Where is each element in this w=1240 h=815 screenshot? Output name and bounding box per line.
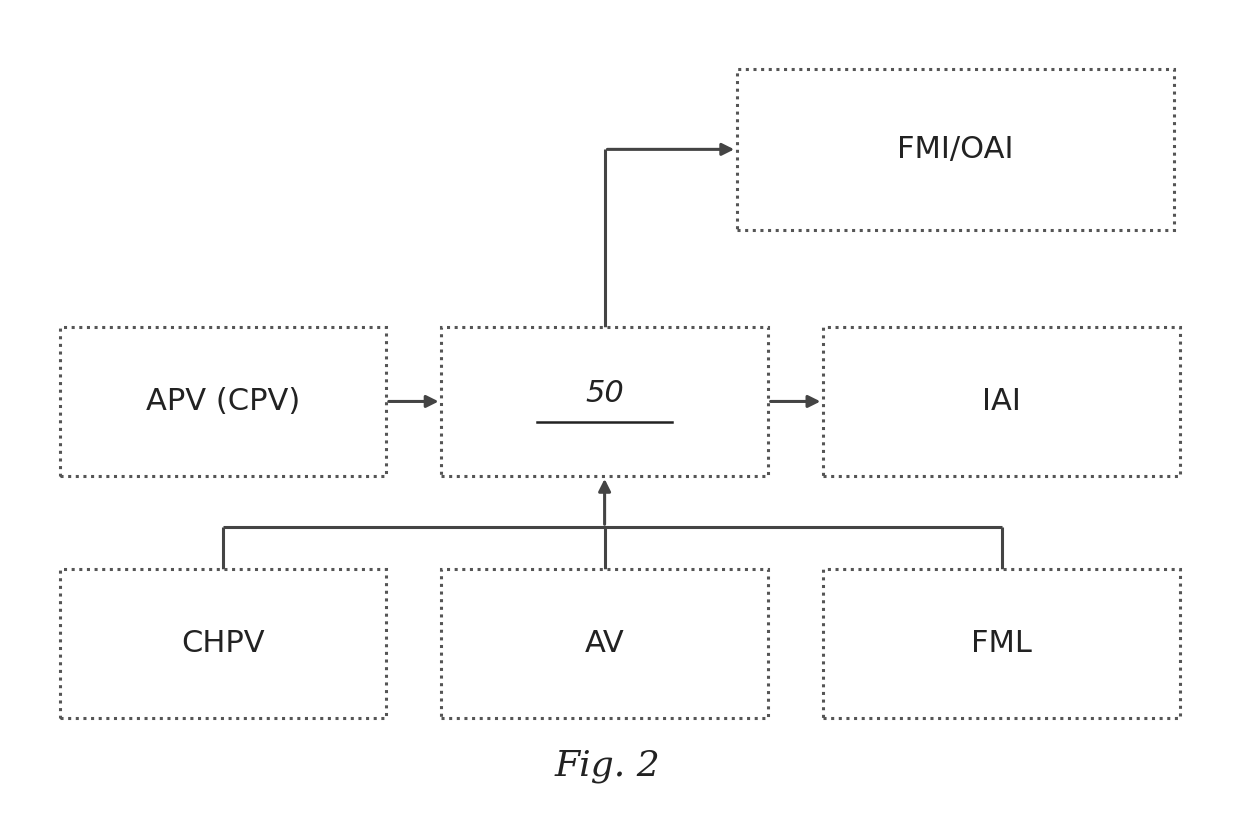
Bar: [441, 569, 768, 718]
Text: FMI/OAI: FMI/OAI: [898, 134, 1014, 164]
Bar: [823, 327, 1180, 476]
Text: Fig. 2: Fig. 2: [554, 749, 661, 782]
Text: FML: FML: [971, 629, 1032, 658]
Bar: [823, 569, 1180, 718]
Text: 50: 50: [585, 379, 624, 408]
Bar: [441, 327, 768, 476]
Text: IAI: IAI: [982, 387, 1022, 416]
Text: APV (CPV): APV (CPV): [145, 387, 300, 416]
Text: AV: AV: [585, 629, 625, 658]
Bar: [60, 569, 386, 718]
Bar: [737, 68, 1174, 230]
Bar: [60, 327, 386, 476]
Text: CHPV: CHPV: [181, 629, 264, 658]
